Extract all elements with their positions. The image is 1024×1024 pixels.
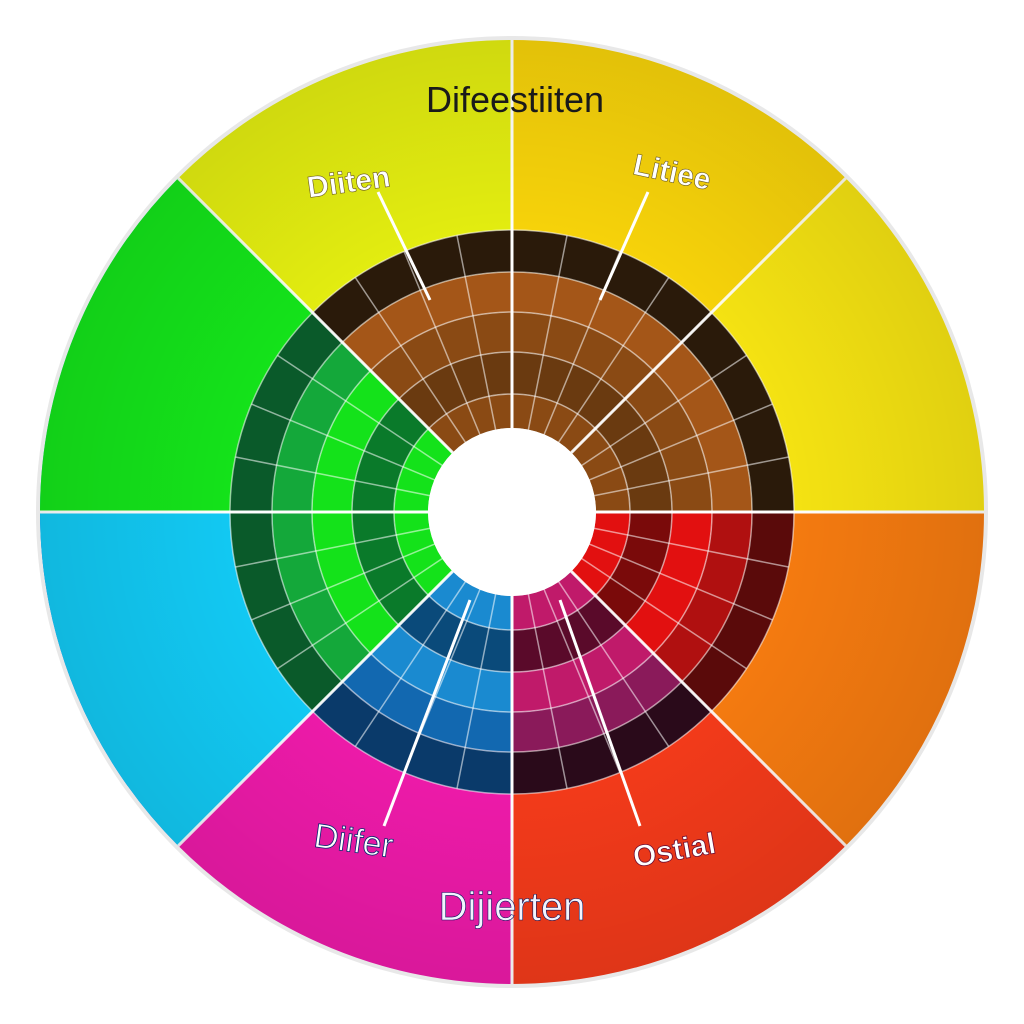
leader-line-lower-right [558,599,642,827]
leader-line-upper-right [598,191,650,301]
leader-lines [376,191,650,827]
leader-line-lower-left [382,599,472,827]
ring-shade [40,40,984,984]
leader-line-upper-left [376,191,432,301]
label-bottom: Dijierten [439,885,586,929]
label-top: Difeestiiten [426,79,604,120]
